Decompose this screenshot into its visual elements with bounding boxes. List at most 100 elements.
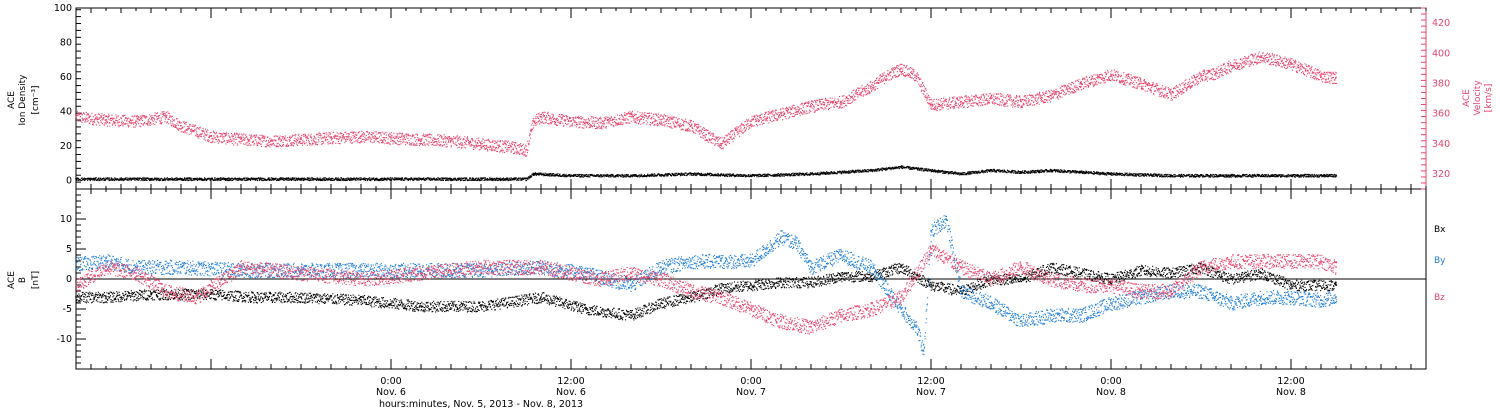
velocity-series-point	[300, 138, 302, 140]
velocity-series-point	[450, 139, 452, 142]
x-tick-label-day: Nov. 8	[1096, 387, 1126, 398]
x-tick-label-day: Nov. 6	[556, 387, 586, 398]
by-series-point	[105, 260, 107, 262]
x-tick-label-day: Nov. 7	[736, 387, 766, 398]
bx-series-point	[480, 305, 482, 307]
velocity-series-point	[165, 115, 167, 118]
velocity-series-point	[1335, 76, 1337, 79]
top-y-axis: 0 20 40 60 80 100	[54, 3, 81, 190]
velocity-series-point	[900, 67, 902, 70]
top-y-tick-label: 80	[60, 37, 72, 48]
bz-series-point	[750, 308, 752, 310]
velocity-series-point	[750, 120, 752, 122]
top-ylabel-line3: [cm⁻³]	[31, 85, 41, 114]
bz-series-point	[1020, 266, 1022, 268]
bx-series-point	[585, 308, 587, 310]
velocity-series-point	[1215, 72, 1217, 74]
velocity-series-point	[1020, 100, 1022, 103]
x-axis-title: hours:minutes, Nov. 5, 2013 - Nov. 8, 20…	[379, 399, 583, 410]
bx-series-point	[75, 296, 77, 298]
bz-series-point	[135, 272, 137, 274]
velocity-series-point	[915, 75, 917, 77]
x-tick-label-day: Nov. 6	[376, 387, 406, 398]
by-series-point	[135, 266, 137, 268]
bz-series-point	[1260, 260, 1262, 262]
density-series	[75, 165, 1338, 182]
by-series-point	[810, 266, 812, 268]
bx-series-point	[930, 284, 932, 286]
bz-series-point	[480, 266, 482, 268]
bx-series-point	[360, 299, 362, 301]
top-y2label-line3: [km/s]	[1484, 84, 1494, 113]
bz-series-point	[840, 314, 842, 316]
by-series-point	[585, 272, 587, 274]
velocity-series-scatter	[76, 51, 1337, 157]
velocity-series-point	[390, 136, 392, 139]
density-series-scatter	[76, 165, 1338, 182]
by-series-point	[840, 254, 842, 256]
top-y2-tick-label: 420	[1432, 18, 1450, 29]
density-series-point	[810, 172, 812, 175]
by-series-point	[720, 260, 722, 262]
legend-bz: Bz	[1434, 293, 1445, 303]
top-ylabel-line2: Ion Density	[18, 74, 28, 126]
velocity-series-point	[75, 115, 77, 118]
velocity-series-point	[705, 133, 707, 136]
bz-series-point	[105, 266, 107, 268]
density-series-point	[532, 172, 535, 175]
by-series-point	[765, 248, 767, 250]
bz-series-point	[900, 296, 902, 298]
x-tick-label-time: 0:00	[380, 376, 401, 387]
velocity-series-point	[1050, 94, 1052, 97]
top-y2-tick-label: 360	[1432, 109, 1450, 120]
velocity-series-point	[870, 85, 872, 88]
x-tick-label-day: Nov. 8	[1276, 387, 1306, 398]
bx-series-point	[780, 281, 782, 283]
velocity-series-point	[510, 146, 512, 148]
by-series-point	[922, 350, 925, 352]
by-series	[75, 215, 1338, 356]
by-series-point	[480, 269, 482, 271]
by-series-point	[660, 266, 662, 268]
by-series-point	[915, 326, 917, 328]
by-series-point	[780, 236, 782, 238]
velocity-series-point	[135, 120, 137, 122]
legend-bx: Bx	[1434, 225, 1446, 235]
top-y2label-line1: ACE	[1462, 89, 1472, 107]
bz-series-point	[540, 266, 542, 268]
velocity-series-point	[420, 138, 422, 140]
bottom-y-tick-label: 10	[60, 214, 72, 225]
velocity-series-point	[885, 75, 887, 77]
top-y-tick-label: 0	[66, 175, 72, 186]
bottom-ylabel-line2: B	[18, 277, 28, 283]
bx-series-point	[900, 266, 902, 268]
velocity-series-point	[1110, 73, 1112, 76]
top-y2label: ACE Velocity [km/s]	[1462, 80, 1494, 116]
density-series-point	[1110, 172, 1112, 175]
by-series-point	[1260, 296, 1262, 298]
bx-series-point	[255, 296, 257, 298]
bz-series-point	[690, 290, 692, 292]
by-series-point	[1320, 299, 1322, 301]
by-series-point	[240, 269, 242, 271]
velocity-series-point	[1170, 93, 1172, 95]
bz-series-point	[960, 266, 962, 268]
velocity-series-point	[630, 115, 632, 118]
bz-series-point	[1050, 278, 1052, 280]
velocity-series-point	[840, 100, 842, 103]
by-series-point	[300, 269, 302, 271]
bottom-y-axis: -10 -5 0 5 10	[56, 188, 86, 370]
bz-series-point	[75, 284, 77, 286]
bx-series-point	[540, 296, 542, 298]
by-series-point	[1230, 302, 1232, 304]
top-y-tick-label: 100	[54, 3, 72, 14]
bz-series-point	[570, 272, 572, 274]
bz-series-point	[810, 326, 812, 328]
by-series-point	[1140, 296, 1142, 298]
velocity-series-point	[480, 143, 482, 145]
bz-series-point	[1200, 266, 1202, 268]
bz-series-point	[1110, 284, 1112, 286]
top-y2label-line2: Velocity	[1473, 80, 1483, 116]
bottom-y-tick-label: 5	[66, 244, 72, 255]
